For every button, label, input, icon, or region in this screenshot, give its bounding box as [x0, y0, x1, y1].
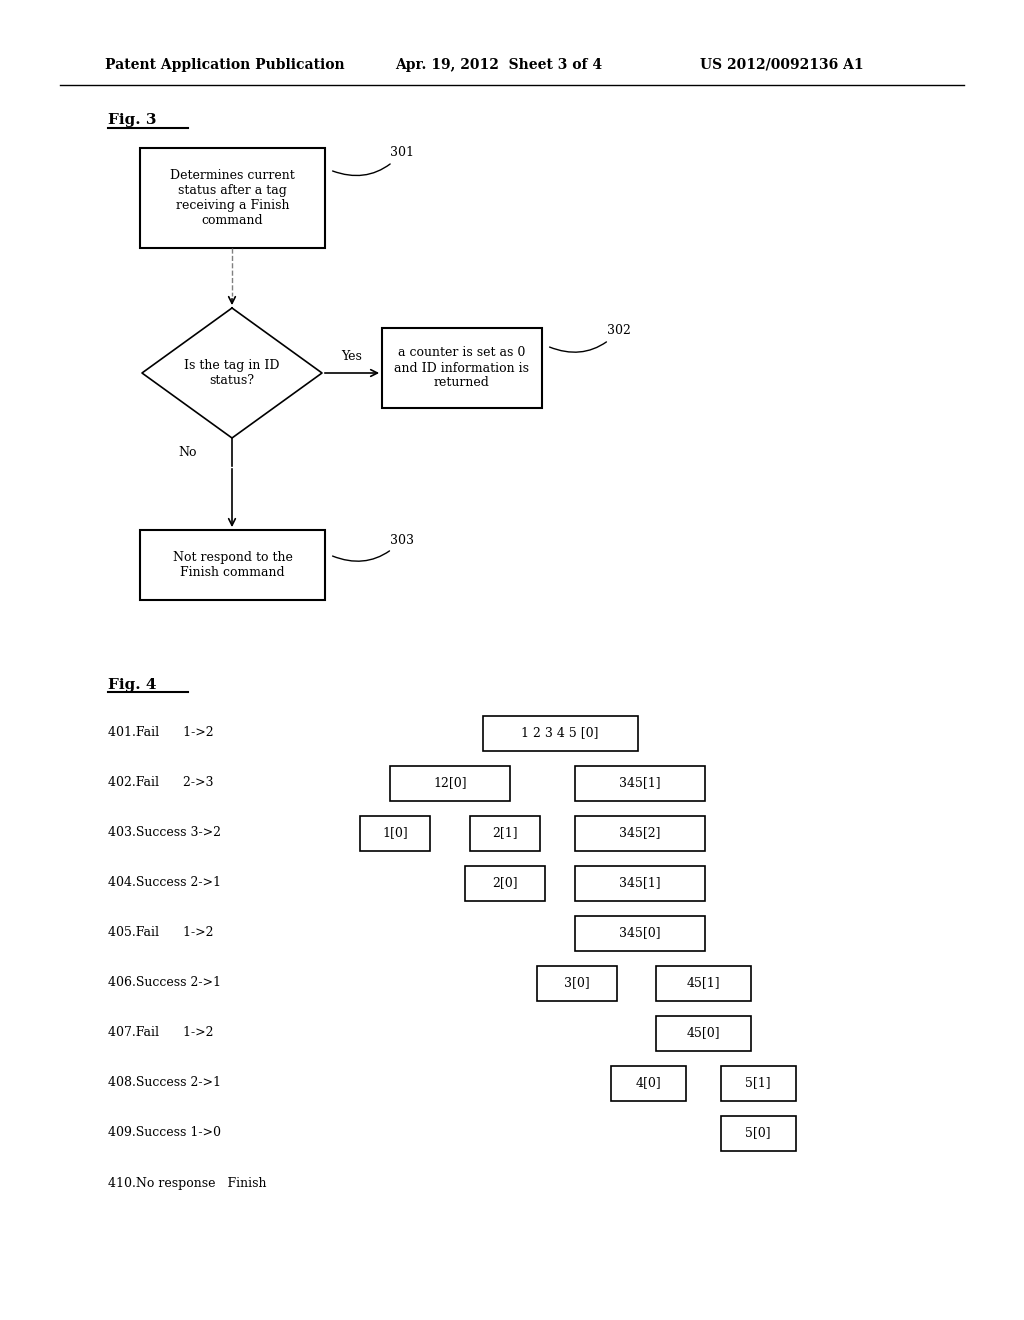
Text: 404.Success 2->1: 404.Success 2->1: [108, 876, 221, 890]
Text: 345[1]: 345[1]: [620, 876, 660, 890]
Bar: [140, 148, 325, 248]
Text: 402.Fail      2->3: 402.Fail 2->3: [108, 776, 213, 789]
Bar: [575, 766, 705, 800]
Bar: [721, 1065, 796, 1101]
Text: 1[0]: 1[0]: [382, 826, 408, 840]
Text: 303: 303: [333, 533, 414, 561]
Text: 12[0]: 12[0]: [433, 776, 467, 789]
Text: 407.Fail      1->2: 407.Fail 1->2: [108, 1027, 213, 1040]
Text: 345[2]: 345[2]: [620, 826, 660, 840]
Bar: [655, 965, 751, 1001]
Bar: [655, 1015, 751, 1051]
Text: 403.Success 3->2: 403.Success 3->2: [108, 826, 221, 840]
Text: Fig. 4: Fig. 4: [108, 678, 157, 692]
Text: Yes: Yes: [342, 350, 362, 363]
Text: 3[0]: 3[0]: [564, 977, 590, 990]
Text: 2[1]: 2[1]: [493, 826, 518, 840]
Text: 301: 301: [333, 147, 414, 176]
Text: 302: 302: [550, 325, 631, 352]
Bar: [575, 866, 705, 900]
Text: No: No: [178, 446, 197, 458]
Text: US 2012/0092136 A1: US 2012/0092136 A1: [700, 58, 863, 73]
Bar: [482, 715, 638, 751]
Text: 5[0]: 5[0]: [745, 1126, 771, 1139]
Text: 345[0]: 345[0]: [620, 927, 660, 940]
Bar: [575, 816, 705, 850]
Bar: [360, 816, 430, 850]
Text: 5[1]: 5[1]: [745, 1077, 771, 1089]
Text: 2[0]: 2[0]: [493, 876, 518, 890]
Bar: [140, 531, 325, 601]
Bar: [465, 866, 545, 900]
Bar: [721, 1115, 796, 1151]
Bar: [537, 965, 617, 1001]
Text: 1 2 3 4 5 [0]: 1 2 3 4 5 [0]: [521, 726, 599, 739]
Bar: [575, 916, 705, 950]
Bar: [390, 766, 510, 800]
Bar: [382, 327, 542, 408]
Text: a counter is set as 0
and ID information is
returned: a counter is set as 0 and ID information…: [394, 346, 529, 389]
Text: 409.Success 1->0: 409.Success 1->0: [108, 1126, 221, 1139]
Text: Apr. 19, 2012  Sheet 3 of 4: Apr. 19, 2012 Sheet 3 of 4: [395, 58, 602, 73]
Text: 410.No response   Finish: 410.No response Finish: [108, 1176, 266, 1189]
Text: 406.Success 2->1: 406.Success 2->1: [108, 977, 221, 990]
Text: Fig. 3: Fig. 3: [108, 114, 157, 127]
Text: 408.Success 2->1: 408.Success 2->1: [108, 1077, 221, 1089]
Text: 345[1]: 345[1]: [620, 776, 660, 789]
Text: 4[0]: 4[0]: [635, 1077, 660, 1089]
Bar: [470, 816, 540, 850]
Text: Not respond to the
Finish command: Not respond to the Finish command: [173, 550, 293, 579]
Text: 45[1]: 45[1]: [686, 977, 720, 990]
Text: Determines current
status after a tag
receiving a Finish
command: Determines current status after a tag re…: [170, 169, 295, 227]
Text: 405.Fail      1->2: 405.Fail 1->2: [108, 927, 213, 940]
Text: 45[0]: 45[0]: [686, 1027, 720, 1040]
Text: 401.Fail      1->2: 401.Fail 1->2: [108, 726, 214, 739]
Bar: [610, 1065, 685, 1101]
Text: Is the tag in ID
status?: Is the tag in ID status?: [184, 359, 280, 387]
Text: Patent Application Publication: Patent Application Publication: [105, 58, 345, 73]
